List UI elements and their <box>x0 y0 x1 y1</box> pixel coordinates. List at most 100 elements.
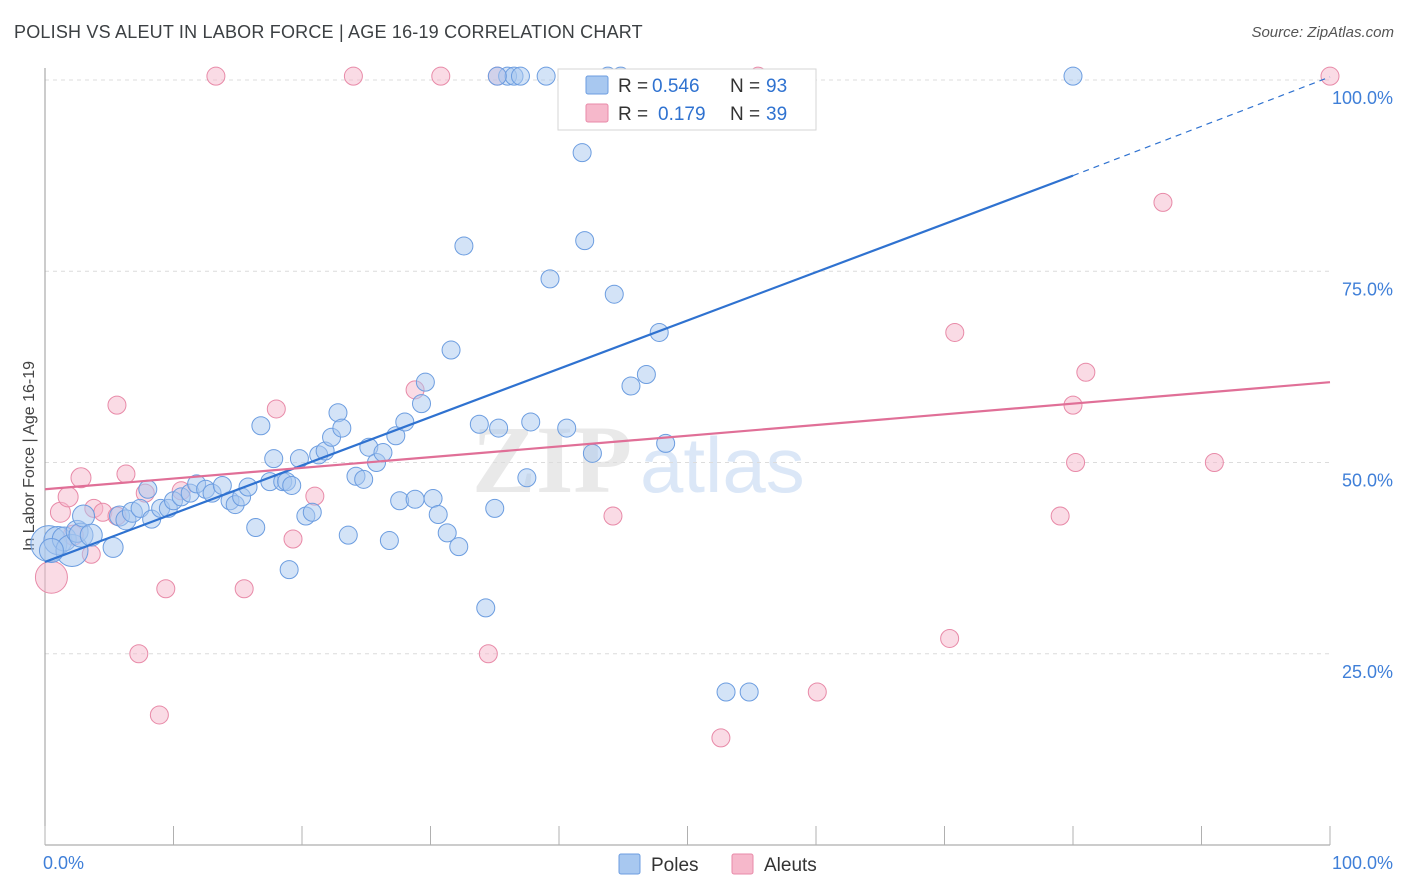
aleuts-point <box>305 486 325 506</box>
poles-point <box>379 531 399 551</box>
poles-legend-label: Poles <box>651 855 699 876</box>
chart-source: Source: ZipAtlas.com <box>1251 24 1394 41</box>
poles-point <box>138 479 158 499</box>
aleuts-point <box>1066 453 1086 472</box>
y-tick-labels: 25.0% 50.0% 75.0% 100.0% <box>1332 88 1393 682</box>
poles-trend-extension <box>1072 76 1331 177</box>
y-tick-label: 100.0% <box>1332 88 1393 108</box>
poles-point <box>405 489 425 509</box>
aleuts-legend-label: Aleuts <box>764 855 817 876</box>
poles-point <box>373 443 393 463</box>
aleuts-trend-line <box>44 381 1331 491</box>
poles-point <box>454 236 474 256</box>
poles-point <box>487 66 507 86</box>
y-axis-label: In Labor Force | Age 16-19 <box>21 361 38 551</box>
aleuts-point <box>431 66 451 86</box>
aleuts-point <box>283 529 303 549</box>
aleuts-point <box>945 322 965 342</box>
aleuts-points <box>34 66 1340 748</box>
aleuts-point <box>603 506 623 526</box>
poles-point <box>1063 66 1083 86</box>
poles-point <box>476 598 496 618</box>
poles-point <box>572 143 592 163</box>
poles-point <box>79 523 103 547</box>
aleuts-point <box>34 560 68 594</box>
poles-n-value: 93 <box>766 76 787 97</box>
aleuts-point <box>70 467 92 489</box>
poles-point <box>540 269 560 289</box>
aleuts-point <box>206 66 226 86</box>
aleuts-point <box>107 395 127 415</box>
poles-points <box>30 66 1083 702</box>
aleuts-point <box>940 628 960 648</box>
poles-point <box>521 412 541 432</box>
aleuts-point <box>234 579 254 599</box>
poles-point <box>449 537 469 557</box>
poles-point <box>282 475 302 495</box>
poles-trend-line <box>44 174 1074 563</box>
poles-point <box>437 523 457 543</box>
aleuts-point <box>1153 192 1173 212</box>
chart-title: POLISH VS ALEUT IN LABOR FORCE | AGE 16-… <box>14 22 643 42</box>
poles-point <box>621 376 641 396</box>
aleuts-n-value: 39 <box>766 104 787 125</box>
aleuts-legend-marker <box>731 853 754 875</box>
poles-point <box>739 682 759 702</box>
poles-point <box>251 416 271 436</box>
poles-legend-swatch <box>585 75 609 95</box>
trend-lines <box>44 76 1331 563</box>
aleuts-point <box>1204 453 1224 472</box>
poles-point <box>716 682 736 702</box>
poles-point <box>246 518 266 538</box>
poles-point <box>238 477 258 497</box>
poles-point <box>395 412 415 432</box>
aleuts-point <box>1050 506 1070 526</box>
stats-legend: R = 0.546 N = 93 R = 0.179 N = 39 <box>557 68 817 131</box>
poles-legend-marker <box>618 853 641 875</box>
poles-point <box>428 505 448 525</box>
aleuts-point <box>1320 66 1340 86</box>
poles-point <box>415 372 435 392</box>
poles-point <box>485 498 505 518</box>
poles-point <box>102 536 124 558</box>
aleuts-point <box>1076 362 1096 382</box>
poles-point <box>604 284 624 304</box>
poles-point <box>423 488 443 508</box>
poles-point <box>510 66 530 86</box>
poles-point <box>575 231 595 251</box>
grid-lines <box>45 79 1330 655</box>
poles-point <box>264 449 284 469</box>
poles-point <box>557 418 577 438</box>
aleuts-point <box>266 399 286 419</box>
x-tick-label: 100.0% <box>1332 853 1393 873</box>
x-tick-labels: 0.0% 100.0% <box>43 853 1393 873</box>
aleuts-point <box>57 486 79 508</box>
y-tick-label: 75.0% <box>1342 279 1393 299</box>
poles-point <box>517 468 537 488</box>
poles-r-value: 0.546 <box>652 76 700 97</box>
bottom-legend: Poles Aleuts <box>618 853 817 876</box>
aleuts-point <box>343 66 363 86</box>
aleuts-legend-swatch <box>585 103 609 123</box>
poles-point <box>582 443 602 463</box>
poles-point <box>536 66 556 86</box>
poles-n-label: N = <box>730 76 760 97</box>
poles-point <box>332 418 352 438</box>
aleuts-point <box>478 644 498 664</box>
y-tick-label: 50.0% <box>1342 471 1393 491</box>
aleuts-point <box>156 579 176 599</box>
aleuts-point <box>129 644 149 664</box>
y-tick-label: 25.0% <box>1342 662 1393 682</box>
x-axis-ticks <box>44 826 1331 845</box>
poles-r-label: R = <box>618 76 648 97</box>
poles-point <box>489 418 509 438</box>
poles-point <box>469 414 489 434</box>
aleuts-point <box>711 728 731 748</box>
poles-point <box>302 502 322 522</box>
aleuts-n-label: N = <box>730 104 760 125</box>
aleuts-point <box>807 682 827 702</box>
poles-point <box>354 469 374 489</box>
aleuts-point <box>116 464 136 484</box>
poles-point <box>279 560 299 580</box>
